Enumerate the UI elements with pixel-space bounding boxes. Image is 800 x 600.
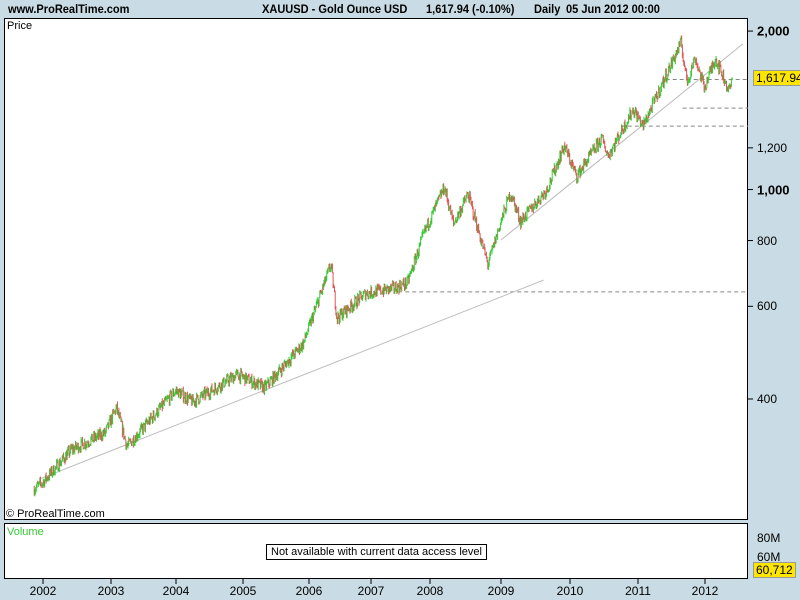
x-tick-label: 2004 xyxy=(162,584,190,598)
volume-tick: 60M xyxy=(757,550,781,564)
volume-label: Volume xyxy=(7,526,44,538)
trendline xyxy=(39,279,544,480)
volume-panel[interactable] xyxy=(4,523,748,579)
trendline xyxy=(500,43,744,241)
instrument-title: XAUUSD - Gold Ounce USD xyxy=(262,2,408,16)
x-tick-label: 2006 xyxy=(295,584,323,598)
x-tick-label: 2005 xyxy=(229,584,257,598)
period: Daily xyxy=(534,2,561,16)
x-tick-label: 2012 xyxy=(691,584,719,598)
site-url[interactable]: www.ProRealTime.com xyxy=(8,2,130,16)
y-tick-label: 400 xyxy=(757,392,778,406)
last-price-badge: 1,617.94 xyxy=(753,70,800,86)
x-tick-label: 2007 xyxy=(357,584,385,598)
volume-last-badge: 60,712 xyxy=(753,562,796,578)
x-tick-label: 2008 xyxy=(416,584,444,598)
x-tick-label: 2011 xyxy=(625,584,651,598)
x-tick-label: 2010 xyxy=(556,584,584,598)
datetime: 05 Jun 2012 00:00 xyxy=(566,2,660,16)
copyright: © ProRealTime.com xyxy=(6,508,105,520)
y-tick-label: 600 xyxy=(757,299,778,314)
volume-unavailable-message: Not available with current data access l… xyxy=(266,544,487,560)
y-tick-label: 800 xyxy=(757,233,778,248)
y-tick-label: 1,000 xyxy=(757,182,790,198)
last-price-change: 1,617.94 (-0.10%) xyxy=(426,2,515,16)
y-tick-label: 1,200 xyxy=(757,140,788,155)
price-label: Price xyxy=(7,20,33,32)
volume-tick: 80M xyxy=(757,531,781,545)
x-tick-label: 2009 xyxy=(487,584,515,598)
x-tick-label: 2002 xyxy=(29,584,57,598)
price-panel[interactable] xyxy=(4,18,748,520)
y-tick-label: 2,000 xyxy=(757,23,790,39)
x-tick-label: 2003 xyxy=(97,584,125,598)
